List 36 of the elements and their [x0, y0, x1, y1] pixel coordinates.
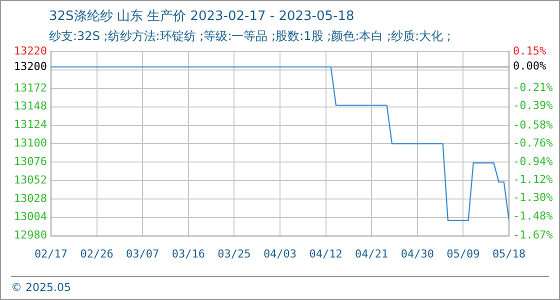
y-tick-label: 13004 [14, 210, 48, 224]
y-tick-label: 13148 [14, 100, 47, 113]
x-tick-label: 04/03 [263, 247, 297, 260]
x-tick-label: 02/17 [34, 247, 68, 260]
y2-tick-label: -1.48% [513, 209, 554, 222]
y-tick-label: 13052 [14, 173, 47, 186]
x-tick-label: 04/21 [355, 247, 388, 260]
y-tick-label: 13100 [14, 136, 47, 150]
x-tick-label: 04/12 [309, 247, 342, 260]
y2-tick-label: -0.76% [513, 136, 554, 150]
ref-line-label: 13200 [14, 60, 47, 73]
y-tick-label: 13076 [14, 154, 47, 168]
x-tick-label: 03/16 [172, 247, 205, 260]
x-tick-label: 03/25 [218, 247, 251, 260]
x-tick-label: 05/09 [446, 247, 480, 260]
y2-tick-label: -0.94% [513, 154, 554, 168]
text: © 2025.05 [11, 281, 71, 294]
y2-tick-label: -0.39% [513, 99, 554, 112]
y2-tick-label: 0.00% [513, 60, 546, 73]
y-tick-label: 13220 [14, 44, 47, 58]
x-tick-label: 03/07 [126, 247, 160, 260]
y-tick-label: 13124 [14, 118, 48, 132]
chart-title: 32S涤纶纱 山东 生产价 2023-02-17 - 2023-05-18 [49, 8, 354, 25]
y-tick-label: 13028 [14, 192, 47, 205]
y2-tick-label: -1.30% [513, 191, 554, 204]
x-tick-label: 05/18 [492, 247, 526, 260]
y-tick-label: 13172 [14, 81, 47, 94]
x-tick-label: 04/30 [400, 247, 434, 260]
y2-tick-label: 0.15% [513, 44, 546, 58]
chart-subtitle: 纱支:32S ;纺纱方法:环锭纺 ;等级:一等品 ;股数:1股 ;颜色:本白 ;纱质:大化 ; [49, 28, 451, 45]
y-tick-label: 12980 [14, 228, 47, 242]
y2-tick-label: -1.67% [513, 228, 554, 242]
y2-tick-label: -0.21% [513, 80, 554, 94]
y2-tick-label: -0.58% [513, 118, 554, 132]
y2-tick-label: -1.12% [513, 172, 554, 186]
x-tick-label: 02/26 [80, 247, 114, 260]
